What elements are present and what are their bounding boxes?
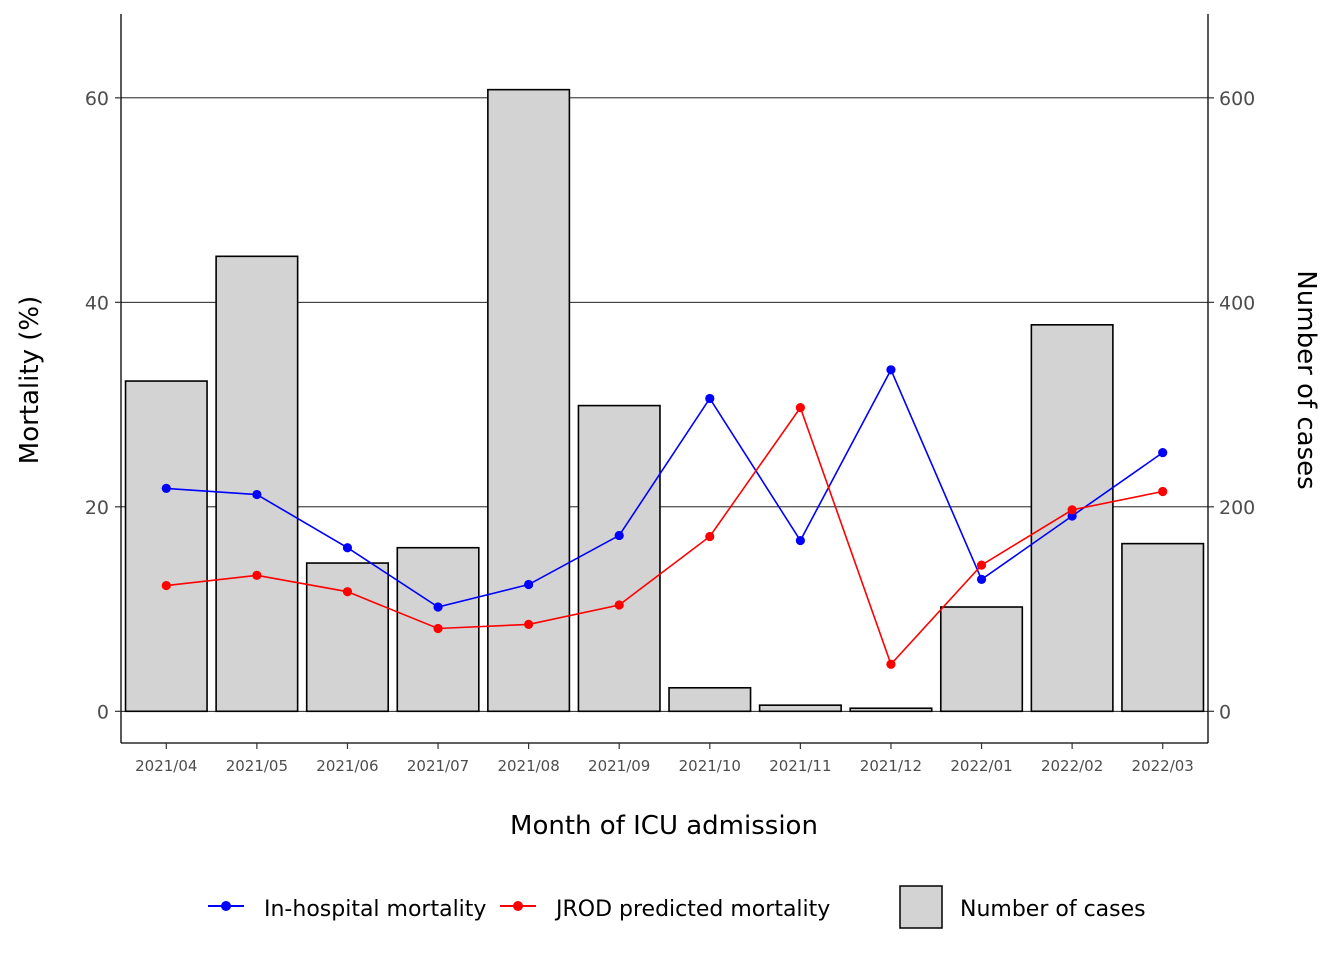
bars-layer: [124, 88, 1205, 713]
x-tick-label-2021/12: 2021/12: [860, 757, 922, 775]
point-s1-2022/03: [1158, 486, 1168, 497]
y-axis-right-title: Number of cases: [1291, 270, 1321, 489]
bar-2021/06: [305, 562, 390, 713]
gridlines: [121, 97, 1208, 712]
y-left-tick-label-0: 0: [97, 701, 109, 723]
y-right-tick-label-1: 200: [1219, 497, 1255, 519]
x-tick-label-2021/06: 2021/06: [316, 757, 378, 775]
series-line-1: [166, 405, 1163, 666]
point-s0-2021/07: [433, 602, 443, 612]
point-s0-2022/03: [1158, 448, 1168, 458]
axes-layer: [115, 14, 1214, 749]
x-tick-label-2022/03: 2022/03: [1132, 757, 1194, 775]
bar-2021/11: [758, 704, 842, 713]
bar-2021/04: [124, 380, 208, 713]
point-s1-2021/09: [614, 600, 624, 610]
point-s0-2022/01: [976, 574, 987, 585]
lines-layer: [161, 365, 1168, 669]
bar-2021/09: [577, 404, 661, 713]
x-tick-label-2021/04: 2021/04: [135, 757, 197, 775]
x-tick-label-2022/02: 2022/02: [1041, 757, 1103, 775]
legend-marker-in-hospital: [221, 901, 231, 911]
bar-2022/03: [1121, 542, 1205, 713]
y-left-tick-label-1: 20: [85, 497, 109, 519]
point-s0-2021/12: [886, 365, 896, 375]
x-tick-label-2021/11: 2021/11: [769, 757, 831, 775]
point-s0-2021/11: [795, 535, 805, 546]
legend-label-jrod: JROD predicted mortality: [554, 897, 830, 922]
point-s0-2021/05: [252, 489, 262, 500]
point-s1-2021/11: [795, 403, 805, 413]
bar-2021/05: [215, 255, 299, 713]
y-left-tick-label-3: 60: [85, 88, 109, 110]
legend-item-in-hospital: In-hospital mortality: [208, 897, 486, 922]
legend-marker-jrod: [513, 901, 523, 911]
bar-2022/01: [939, 606, 1024, 713]
series-line-0: [166, 367, 1164, 608]
point-s1-2021/12: [886, 659, 896, 669]
point-s0-2021/08: [524, 579, 534, 590]
legend-item-cases: Number of cases: [899, 885, 1146, 929]
point-s1-2022/02: [1067, 505, 1077, 515]
point-s1-2022/01: [976, 560, 987, 570]
point-s0-2021/10: [705, 393, 715, 404]
point-s1-2021/04: [161, 580, 171, 591]
legend-swatch-cases: [899, 885, 943, 929]
bar-2021/08: [487, 88, 571, 713]
x-axis-title: Month of ICU admission: [510, 811, 818, 841]
legend-label-in-hospital: In-hospital mortality: [264, 897, 486, 922]
bar-2021/12: [849, 707, 933, 713]
point-s1-2021/07: [433, 623, 443, 634]
legend: In-hospital mortality JROD predicted mor…: [208, 885, 1146, 929]
x-tick-label-2021/07: 2021/07: [407, 757, 469, 775]
x-tick-label-2021/09: 2021/09: [588, 757, 650, 775]
point-s1-2021/08: [524, 619, 534, 629]
y-axis-left-title: Mortality (%): [15, 296, 45, 464]
y-left-tick-label-2: 40: [85, 292, 109, 314]
x-tick-label-2021/05: 2021/05: [226, 757, 288, 775]
x-tick-label-2021/10: 2021/10: [679, 757, 741, 775]
y-right-tick-label-2: 400: [1219, 292, 1255, 314]
point-s1-2021/05: [252, 570, 262, 580]
y-right-tick-label-0: 0: [1219, 701, 1231, 723]
y-right-tick-label-3: 600: [1219, 88, 1255, 110]
legend-item-jrod: JROD predicted mortality: [500, 897, 830, 922]
x-tick-label-2022/01: 2022/01: [950, 757, 1012, 775]
point-s1-2021/06: [342, 587, 353, 597]
bar-2021/10: [668, 686, 752, 713]
legend-label-cases: Number of cases: [960, 897, 1146, 922]
x-tick-label-2021/08: 2021/08: [497, 757, 559, 775]
point-s0-2021/04: [161, 483, 171, 494]
point-s0-2021/06: [342, 543, 353, 553]
point-s1-2021/10: [705, 531, 715, 542]
point-s0-2021/09: [614, 530, 624, 541]
